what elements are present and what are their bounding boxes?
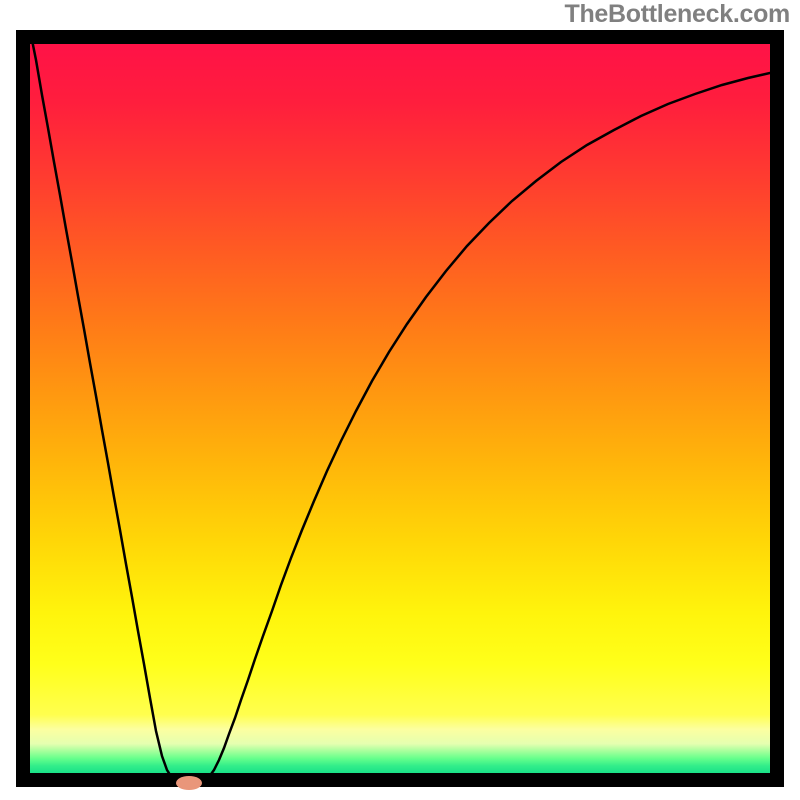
chart-svg (0, 0, 800, 800)
bottleneck-chart: TheBottleneck.com (0, 0, 800, 800)
optimal-marker (176, 776, 202, 790)
watermark-text: TheBottleneck.com (564, 0, 790, 29)
plot-background (30, 44, 770, 773)
